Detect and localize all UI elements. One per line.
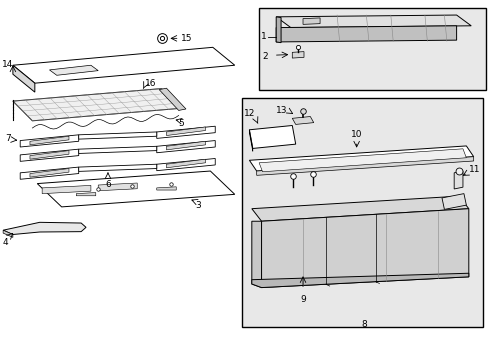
- Text: 6: 6: [105, 180, 111, 189]
- Polygon shape: [37, 171, 234, 207]
- Polygon shape: [157, 126, 215, 138]
- Bar: [259, 8, 485, 90]
- Polygon shape: [98, 183, 137, 191]
- Polygon shape: [251, 273, 468, 288]
- Text: 10: 10: [350, 130, 362, 139]
- Polygon shape: [20, 167, 79, 179]
- Text: 13: 13: [275, 105, 287, 114]
- Polygon shape: [3, 222, 86, 234]
- Polygon shape: [159, 88, 185, 111]
- Polygon shape: [30, 136, 69, 145]
- Polygon shape: [249, 130, 252, 151]
- Polygon shape: [251, 221, 261, 288]
- Text: 15: 15: [181, 34, 192, 43]
- Polygon shape: [3, 230, 13, 237]
- Polygon shape: [157, 187, 176, 190]
- Polygon shape: [276, 15, 470, 28]
- Text: 3: 3: [195, 201, 201, 210]
- Polygon shape: [13, 89, 181, 121]
- Text: 9: 9: [300, 295, 305, 304]
- Polygon shape: [256, 157, 473, 175]
- Text: 11: 11: [468, 165, 479, 174]
- Polygon shape: [20, 135, 79, 147]
- Polygon shape: [261, 209, 468, 288]
- Polygon shape: [276, 17, 281, 42]
- Polygon shape: [13, 65, 35, 92]
- Polygon shape: [79, 146, 157, 153]
- Polygon shape: [166, 159, 205, 168]
- Polygon shape: [259, 149, 466, 172]
- Polygon shape: [166, 127, 205, 135]
- Polygon shape: [251, 196, 468, 221]
- Polygon shape: [42, 185, 91, 194]
- Polygon shape: [157, 140, 215, 153]
- Polygon shape: [76, 193, 96, 196]
- Text: 7: 7: [6, 134, 11, 143]
- Text: 5: 5: [178, 119, 184, 128]
- Polygon shape: [303, 18, 320, 24]
- Polygon shape: [249, 146, 473, 171]
- Polygon shape: [49, 65, 98, 75]
- Polygon shape: [20, 149, 79, 161]
- Text: 1: 1: [260, 32, 266, 41]
- Text: 8: 8: [360, 320, 366, 329]
- Polygon shape: [79, 164, 157, 171]
- Polygon shape: [276, 26, 456, 42]
- Polygon shape: [292, 117, 313, 125]
- Polygon shape: [292, 51, 304, 58]
- Polygon shape: [453, 171, 462, 189]
- Polygon shape: [30, 168, 69, 177]
- Polygon shape: [441, 194, 466, 210]
- Text: 12: 12: [243, 109, 255, 118]
- Polygon shape: [79, 132, 157, 139]
- Text: 2: 2: [262, 52, 267, 61]
- Polygon shape: [157, 158, 215, 171]
- Polygon shape: [30, 150, 69, 159]
- Text: 4: 4: [3, 238, 8, 247]
- Text: 16: 16: [144, 79, 156, 88]
- Polygon shape: [13, 47, 234, 83]
- Polygon shape: [249, 126, 295, 148]
- Polygon shape: [166, 141, 205, 150]
- Text: 14: 14: [2, 60, 14, 69]
- Bar: [242, 98, 483, 327]
